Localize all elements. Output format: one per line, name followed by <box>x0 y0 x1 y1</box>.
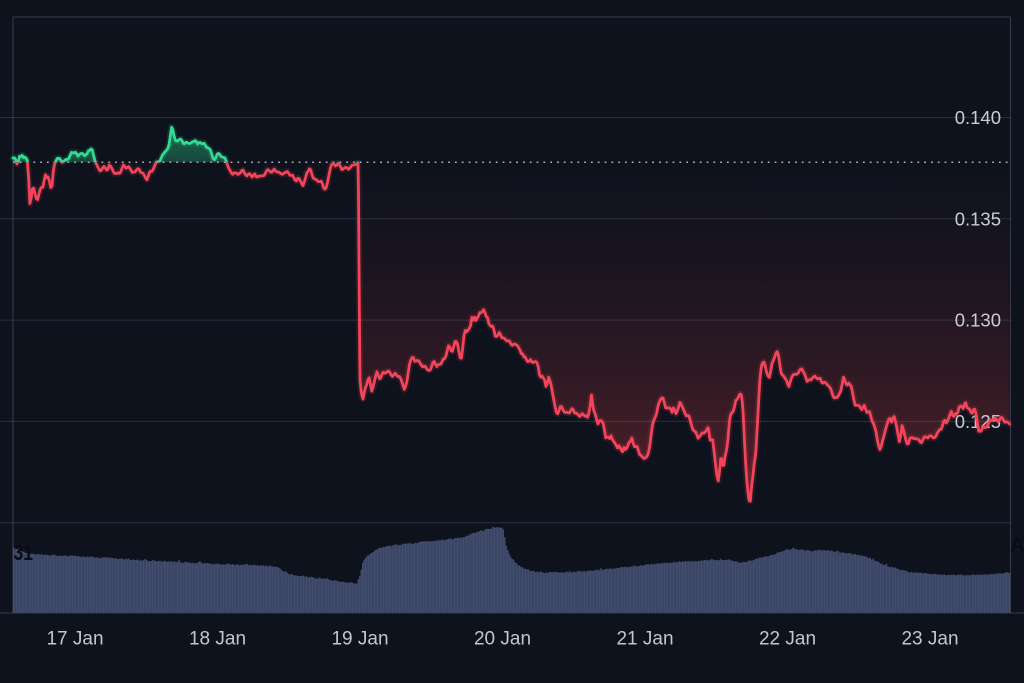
svg-text:31: 31 <box>14 540 34 565</box>
svg-text:A: A <box>1011 535 1024 557</box>
svg-text:23 Jan: 23 Jan <box>901 629 958 650</box>
svg-text:0.135: 0.135 <box>955 208 1001 229</box>
svg-text:20 Jan: 20 Jan <box>474 629 531 650</box>
svg-text:0.130: 0.130 <box>955 310 1001 331</box>
svg-text:19 Jan: 19 Jan <box>331 629 388 650</box>
svg-text:0.140: 0.140 <box>955 107 1001 128</box>
svg-text:21 Jan: 21 Jan <box>616 629 673 650</box>
svg-text:17 Jan: 17 Jan <box>46 629 103 650</box>
svg-text:18 Jan: 18 Jan <box>189 629 246 650</box>
svg-text:22 Jan: 22 Jan <box>759 629 816 650</box>
